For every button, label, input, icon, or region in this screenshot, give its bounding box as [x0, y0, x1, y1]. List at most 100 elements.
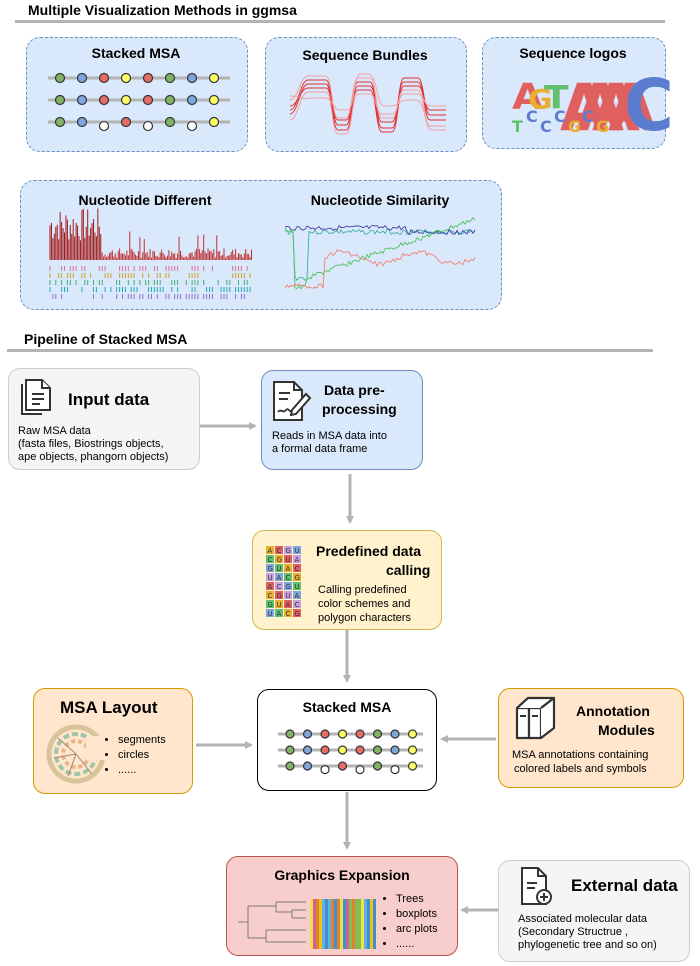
sequence-logos-caption: Sequence logos: [519, 45, 627, 61]
color-cell-letter: C: [295, 601, 300, 609]
logo-letter: C: [526, 107, 538, 126]
predefined-box: [252, 530, 442, 630]
msa-residue-dot: [208, 72, 220, 84]
logo-letter: C: [582, 107, 594, 126]
external-data-desc-2: (Secondary Structrue ,: [518, 926, 629, 938]
color-cell-letter: A: [286, 565, 291, 573]
color-cell: [266, 573, 274, 581]
color-cell: [284, 582, 292, 590]
alignment-column: [319, 899, 322, 949]
msa-residue-dot: [372, 729, 383, 739]
preprocessing-title-1: Data pre-: [324, 382, 385, 398]
predefined-desc-2: color schemes and: [318, 598, 411, 610]
logo-letter: G: [568, 117, 581, 136]
tree-icon: [238, 901, 306, 943]
color-cell: [293, 555, 301, 563]
preprocessing-desc-1: Reads in MSA data into: [272, 430, 387, 442]
msa-residue-dot: [76, 72, 88, 84]
color-cell: [293, 600, 301, 608]
color-cell-letter: C: [286, 574, 291, 582]
color-cell: [275, 546, 283, 554]
msa-residue-dot: [372, 745, 383, 755]
msa-residue-dot: [355, 745, 365, 755]
msa-residue-dot: [320, 729, 330, 739]
color-cell: [293, 573, 301, 581]
msa-residue-dot: [285, 729, 295, 739]
color-cell-letter: G: [277, 592, 282, 600]
msa-residue-dot: [98, 94, 110, 106]
color-cell-letter: U: [268, 574, 273, 582]
external-data-desc-3: phylogenetic tree and so on): [518, 939, 657, 951]
input-data-desc-1: Raw MSA data: [18, 425, 91, 437]
color-cell: [284, 591, 292, 599]
msa-residue-dot: [302, 729, 313, 739]
msa-residue-dot: [285, 745, 295, 755]
color-cell: [266, 600, 274, 608]
color-cell-letter: U: [277, 565, 282, 573]
external-data-desc-1: Associated molecular data: [518, 913, 648, 925]
predefined-title-2: calling: [386, 562, 431, 578]
msa-residue-dot: [302, 761, 313, 771]
color-cell: [275, 600, 283, 608]
msa-residue-dot: [98, 72, 110, 84]
color-cell: [266, 582, 274, 590]
msa-layout-item: circles: [118, 748, 166, 763]
color-cell-letter: U: [286, 556, 291, 564]
msa-residue-dot: [164, 94, 176, 106]
color-cell-letter: U: [295, 547, 300, 555]
color-cell-letter: A: [295, 592, 300, 600]
color-cell: [293, 609, 301, 617]
color-cell: [266, 555, 274, 563]
alignment-column: [358, 899, 361, 949]
sequence-logos-card: [482, 37, 666, 149]
msa-layout-list: segments circles ......: [104, 733, 166, 778]
color-cell-letter: A: [277, 610, 282, 618]
nucleotide-different-plot: [49, 208, 253, 299]
color-cell-letter: A: [277, 574, 282, 582]
msa-residue-dot: [142, 120, 154, 132]
msa-residue-dot: [164, 72, 176, 84]
input-data-title: Input data: [68, 390, 150, 409]
color-cell-letter: A: [268, 547, 273, 555]
msa-residue-dot: [302, 745, 313, 755]
alignment-column: [343, 899, 346, 949]
logo-letter: A: [592, 70, 640, 146]
color-cell: [293, 564, 301, 572]
msa-residue-dot: [76, 116, 88, 128]
alignment-column: [334, 899, 337, 949]
predefined-desc-3: polygon characters: [318, 612, 411, 624]
color-cell: [293, 582, 301, 590]
input-data-desc-3: ape objects, phangorn objects): [18, 451, 169, 463]
msa-residue-dot: [337, 761, 348, 771]
color-cell-letter: G: [268, 565, 273, 573]
color-cell-letter: G: [286, 583, 291, 591]
nucleotide-similarity-caption: Nucleotide Similarity: [310, 192, 450, 208]
msa-layout-item: segments: [118, 733, 166, 748]
similarity-line: [284, 249, 476, 289]
color-cell-letter: G: [295, 574, 300, 582]
graphics-expansion-item: Trees: [396, 892, 438, 907]
document-add-icon: [521, 867, 552, 905]
color-cell-letter: C: [268, 592, 273, 600]
color-cell: [275, 555, 283, 563]
alignment-column: [349, 899, 352, 949]
msa-residue-dot: [390, 729, 400, 739]
msa-residue-dot: [285, 761, 295, 771]
alignment-column: [370, 899, 373, 949]
msa-residue-dot: [407, 729, 418, 739]
alignment-column: [328, 899, 331, 949]
msa-residue-dot: [320, 764, 330, 775]
logo-letter: A: [512, 75, 544, 117]
color-cell: [284, 555, 292, 563]
graphics-expansion-item: ......: [396, 937, 438, 952]
logo-letter: C: [540, 117, 552, 136]
logo-letter: T: [512, 117, 523, 136]
color-cell: [275, 591, 283, 599]
msa-residue-dot: [186, 72, 198, 84]
msa-residue-dot: [54, 116, 66, 128]
stacked-msa-icon: [278, 729, 423, 775]
msa-layout-title: MSA Layout: [60, 698, 158, 717]
color-cell-letter: G: [268, 601, 273, 609]
color-cell-letter: C: [277, 583, 282, 591]
section-divider: [15, 20, 665, 23]
